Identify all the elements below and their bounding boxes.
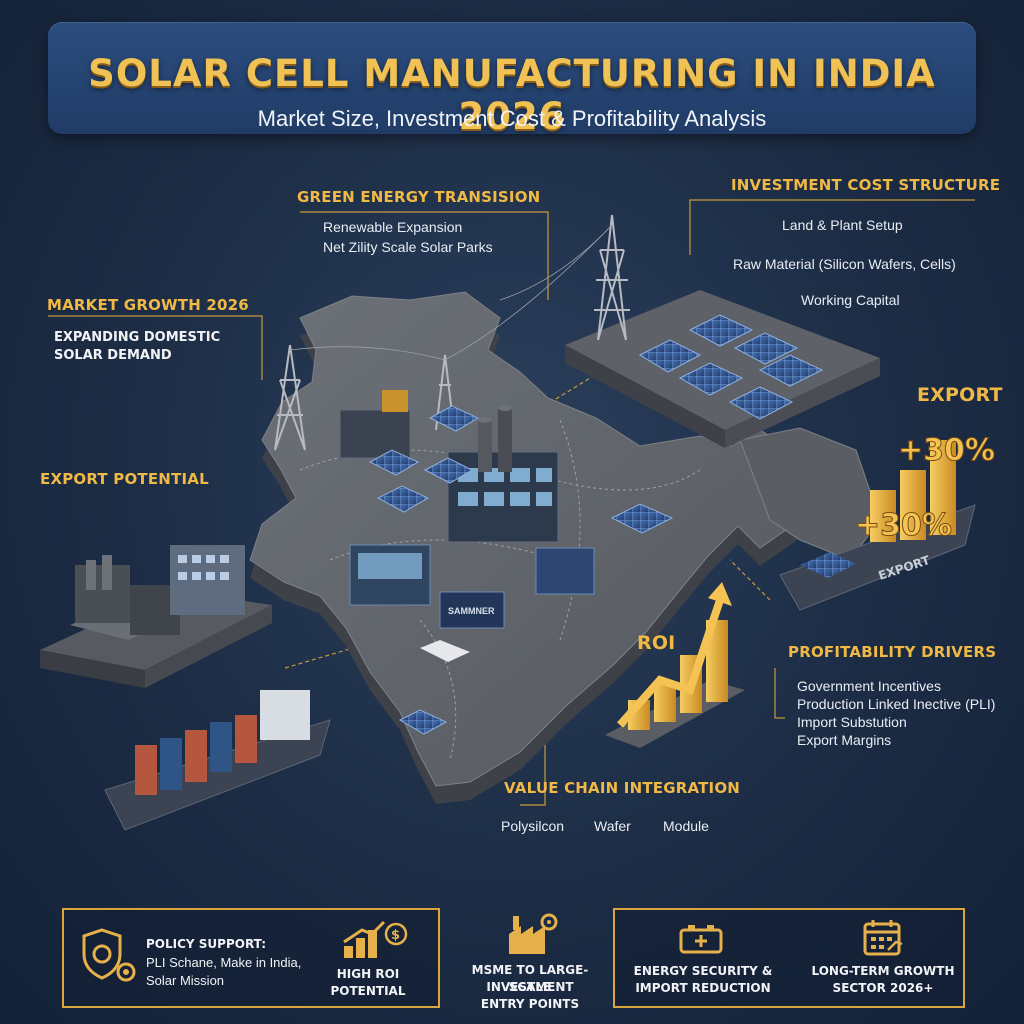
cargo-ship bbox=[104, 690, 331, 831]
market-growth-line-2: SOLAR DEMAND bbox=[54, 348, 172, 363]
green-energy-line-2: Net Zility Scale Solar Parks bbox=[323, 239, 493, 255]
market-growth-heading: MARKET GROWTH 2026 bbox=[47, 296, 249, 314]
profitability-heading: PROFITABILITY DRIVERS bbox=[788, 643, 997, 661]
market-growth-line-1: EXPANDING DOMESTIC bbox=[54, 330, 221, 345]
page-title: SOLAR CELL MANUFACTURING IN INDIA 2026 bbox=[88, 52, 936, 138]
factory-gear-icon bbox=[509, 913, 558, 954]
msme-line-2: INVESTMENT bbox=[486, 980, 574, 994]
export-heading: EXPORT bbox=[917, 384, 1003, 406]
export-growth-label-lower: +30% bbox=[855, 508, 952, 543]
energy-line-2: IMPORT REDUCTION bbox=[635, 981, 771, 995]
roi-feature-line-1: HIGH ROI bbox=[336, 967, 400, 981]
investment-heading: INVESTMENT COST STRUCTURE bbox=[731, 176, 1001, 194]
policy-line-1: PLI Schane, Make in India, bbox=[146, 955, 302, 970]
profitability-line-3: Import Substution bbox=[797, 714, 907, 730]
title-banner: SOLAR CELL MANUFACTURING IN INDIA 2026 M… bbox=[48, 22, 976, 138]
green-energy-line-1: Renewable Expansion bbox=[323, 219, 463, 235]
profitability-line-2: Production Linked Inective (PLI) bbox=[797, 696, 996, 712]
policy-title: POLICY SUPPORT: bbox=[146, 937, 266, 951]
growth-line-1: LONG-TERM GROWTH bbox=[811, 964, 955, 978]
value-chain-heading: VALUE CHAIN INTEGRATION bbox=[504, 779, 741, 797]
battery-icon bbox=[679, 925, 723, 954]
energy-growth-box bbox=[613, 908, 965, 1008]
policy-line-2: Solar Mission bbox=[146, 973, 225, 988]
svg-text:$: $ bbox=[391, 928, 400, 943]
value-chain-item-wafer: Wafer bbox=[594, 818, 631, 834]
export-growth-bars: +30% +30% bbox=[855, 433, 996, 544]
profitability-line-1: Government Incentives bbox=[797, 678, 941, 694]
profitability-line-4: Export Margins bbox=[797, 732, 892, 748]
solar-farm bbox=[565, 290, 880, 448]
rising-chart-dollar-icon: $ bbox=[343, 920, 408, 958]
value-chain-item-module: Module bbox=[663, 818, 709, 834]
growth-line-2: SECTOR 2026+ bbox=[832, 981, 934, 995]
value-chain-item-polysilicon: Polysilcon bbox=[501, 818, 565, 834]
msme-line-3: ENTRY POINTS bbox=[480, 997, 580, 1011]
transmission-towers bbox=[274, 214, 630, 451]
shield-gear-icon bbox=[82, 928, 136, 982]
calendar-growth-icon bbox=[863, 920, 903, 956]
export-growth-label-upper: +30% bbox=[898, 433, 995, 468]
msme-line-1: MSME TO LARGE-SCALE bbox=[471, 963, 589, 994]
roi-chart bbox=[605, 582, 745, 748]
left-factory bbox=[40, 545, 272, 688]
energy-line-1: ENERGY SECURITY & bbox=[633, 964, 773, 978]
factory-sign: SAMMNER bbox=[448, 606, 495, 616]
investment-line-3: Working Capital bbox=[801, 292, 900, 308]
roi-feature-line-2: POTENTIAL bbox=[330, 984, 406, 998]
green-energy-heading: GREEN ENERGY TRANSISION bbox=[297, 188, 541, 206]
investment-line-1: Land & Plant Setup bbox=[782, 217, 903, 233]
page-subtitle: Market Size, Investment Cost & Profitabi… bbox=[257, 106, 767, 131]
export-potential-heading: EXPORT POTENTIAL bbox=[40, 470, 209, 488]
roi-label: ROI bbox=[637, 632, 676, 654]
investment-line-2: Raw Material (Silicon Wafers, Cells) bbox=[733, 256, 956, 272]
